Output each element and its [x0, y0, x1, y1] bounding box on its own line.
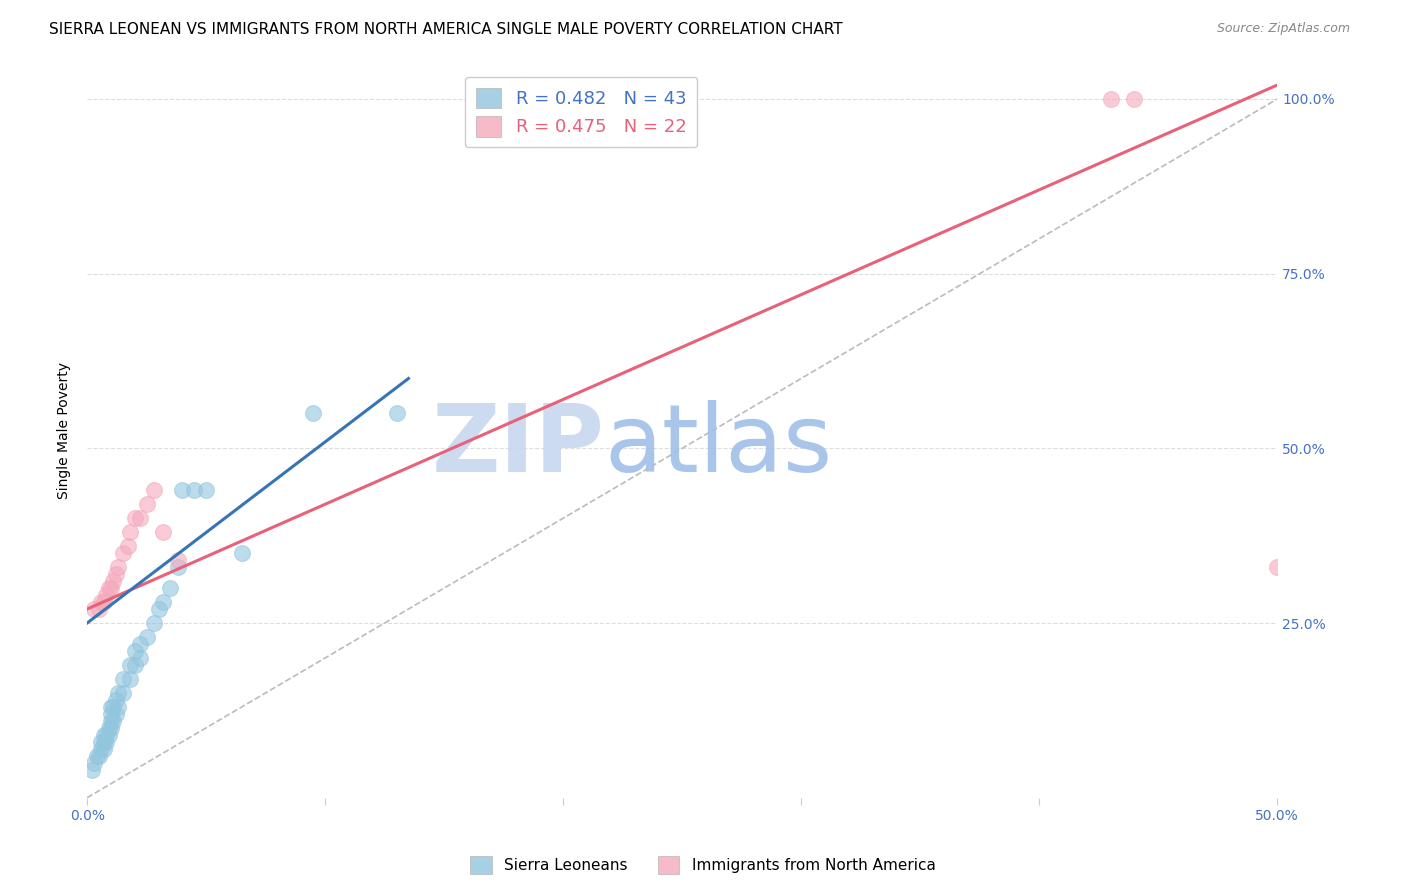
Point: [87, 602, 110, 616]
Point: [111, 672, 134, 686]
Point: [96, 588, 118, 602]
Point: [166, 560, 188, 574]
Point: [93, 728, 115, 742]
Point: [97, 728, 120, 742]
Point: [97, 581, 120, 595]
Point: [118, 672, 141, 686]
Point: [90, 741, 112, 756]
Point: [118, 525, 141, 540]
Point: [103, 699, 125, 714]
Point: [148, 602, 170, 616]
Point: [103, 714, 125, 728]
Legend: R = 0.482   N = 43, R = 0.475   N = 22: R = 0.482 N = 43, R = 0.475 N = 22: [465, 77, 697, 147]
Point: [96, 728, 118, 742]
Point: [97, 721, 120, 735]
Point: [124, 511, 146, 525]
Point: [83, 602, 105, 616]
Point: [104, 567, 127, 582]
Text: Source: ZipAtlas.com: Source: ZipAtlas.com: [1216, 22, 1350, 36]
Y-axis label: Single Male Poverty: Single Male Poverty: [58, 362, 72, 500]
Point: [135, 630, 157, 644]
Point: [195, 483, 218, 498]
Point: [128, 511, 150, 525]
Point: [96, 735, 118, 749]
Point: [107, 699, 129, 714]
Point: [100, 714, 122, 728]
Point: [128, 637, 150, 651]
Point: [117, 539, 139, 553]
Point: [100, 699, 122, 714]
Point: [104, 706, 127, 721]
Point: [1099, 92, 1122, 106]
Point: [118, 657, 141, 672]
Text: SIERRA LEONEAN VS IMMIGRANTS FROM NORTH AMERICA SINGLE MALE POVERTY CORRELATION : SIERRA LEONEAN VS IMMIGRANTS FROM NORTH …: [49, 22, 842, 37]
Point: [83, 756, 105, 770]
Point: [1123, 92, 1146, 106]
Point: [90, 595, 112, 609]
Point: [231, 546, 253, 560]
Point: [100, 721, 122, 735]
Point: [172, 483, 194, 498]
Point: [103, 574, 125, 588]
Point: [86, 748, 108, 763]
Text: ZIP: ZIP: [432, 400, 605, 491]
Point: [87, 748, 110, 763]
Point: [104, 693, 127, 707]
Point: [80, 763, 103, 777]
Point: [183, 483, 205, 498]
Point: [152, 595, 174, 609]
Point: [93, 735, 115, 749]
Point: [124, 644, 146, 658]
Point: [1265, 560, 1288, 574]
Text: atlas: atlas: [605, 400, 834, 491]
Point: [93, 741, 115, 756]
Point: [111, 546, 134, 560]
Legend: Sierra Leoneans, Immigrants from North America: Sierra Leoneans, Immigrants from North A…: [464, 850, 942, 880]
Point: [100, 581, 122, 595]
Point: [111, 686, 134, 700]
Point: [128, 651, 150, 665]
Point: [385, 406, 408, 420]
Point: [107, 686, 129, 700]
Point: [124, 657, 146, 672]
Point: [135, 497, 157, 511]
Point: [93, 595, 115, 609]
Point: [107, 560, 129, 574]
Point: [152, 525, 174, 540]
Point: [166, 553, 188, 567]
Point: [159, 581, 181, 595]
Point: [302, 406, 325, 420]
Point: [100, 706, 122, 721]
Point: [142, 615, 165, 630]
Point: [142, 483, 165, 498]
Point: [90, 735, 112, 749]
